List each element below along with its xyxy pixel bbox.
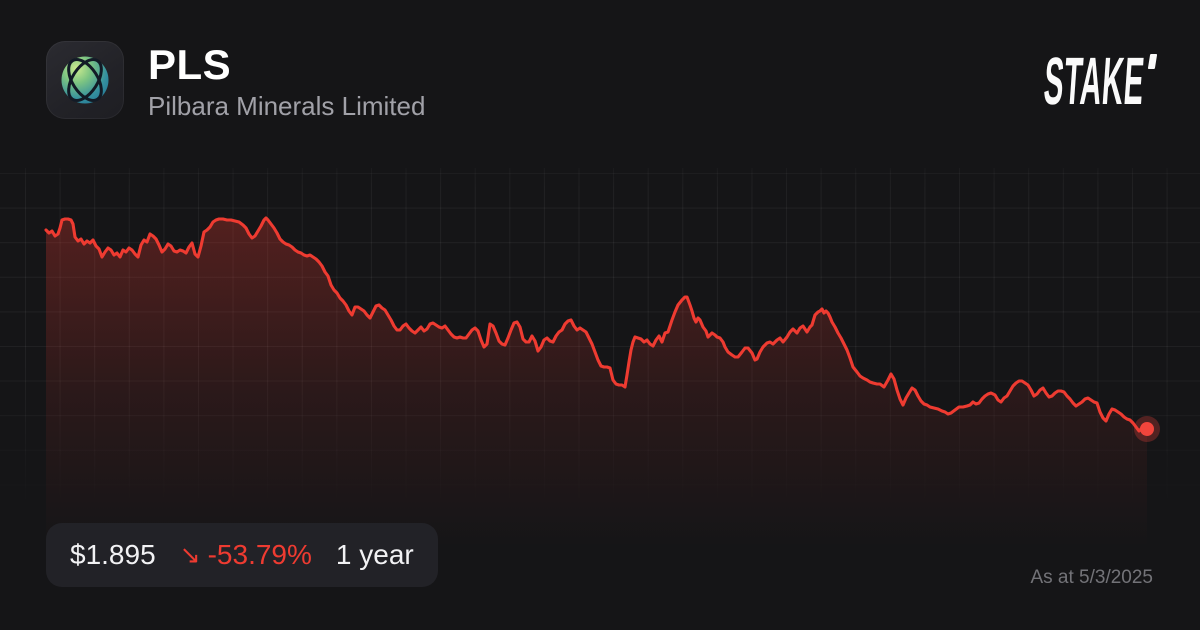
period-label: 1 year <box>335 539 414 570</box>
stake-logo: STAKE <box>1006 44 1158 119</box>
down-right-arrow-icon: ↘ <box>179 540 201 569</box>
change-group: ↘ -53.79% <box>180 539 312 571</box>
price-area <box>46 218 1147 575</box>
company-name: Pilbara Minerals Limited <box>148 91 426 121</box>
stake-wordmark: STAKE <box>1041 44 1147 119</box>
change-percent: -53.79% <box>207 539 312 570</box>
globe-icon <box>61 56 109 104</box>
ticker-symbol: PLS <box>148 41 232 88</box>
header-titles: PLS Pilbara Minerals Limited <box>148 41 426 122</box>
stake-tick-mark <box>1147 54 1158 69</box>
as-at-date: As at 5/3/2025 <box>1030 567 1153 588</box>
endpoint-dot <box>1140 422 1154 436</box>
price-line <box>44 216 1149 433</box>
price-badge: $1.895 ↘ -53.79% 1 year <box>46 523 438 587</box>
price-value: $1.895 <box>70 539 156 570</box>
instrument-logo-tile <box>46 41 124 119</box>
